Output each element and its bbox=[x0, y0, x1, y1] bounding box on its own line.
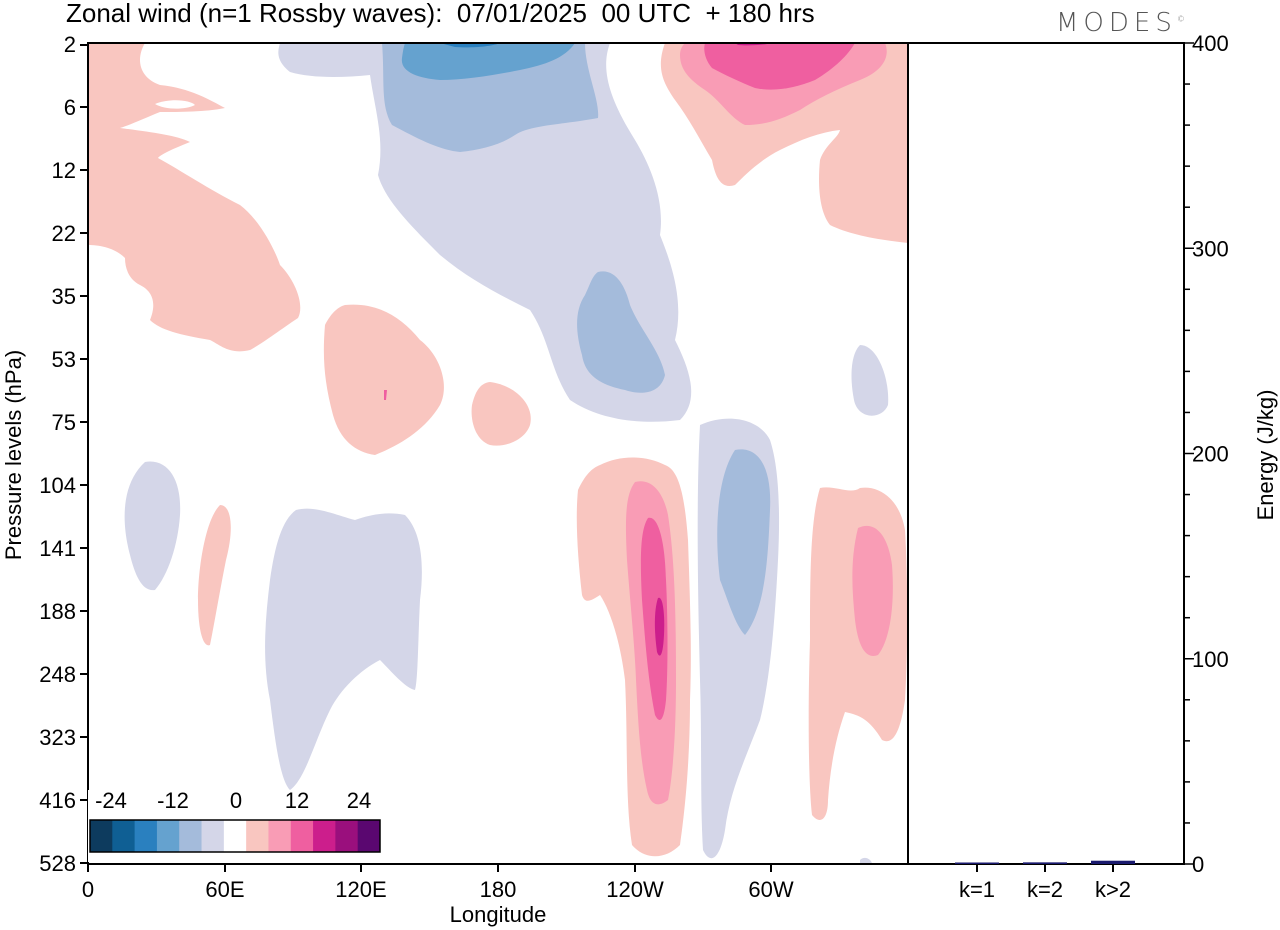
y-tick-label: 188 bbox=[39, 599, 76, 624]
colorbar-cell bbox=[90, 820, 113, 852]
energy-frame bbox=[907, 42, 1185, 865]
y-tick-label: 248 bbox=[39, 662, 76, 687]
colorbar-cell bbox=[313, 820, 336, 852]
contour-neg8-mid bbox=[577, 271, 665, 393]
energy-category-label: k=2 bbox=[1027, 877, 1063, 902]
y-tick-label: 22 bbox=[52, 221, 76, 246]
colorbar-label: 24 bbox=[347, 788, 371, 813]
energy-tick-label: 100 bbox=[1192, 647, 1229, 672]
contour-pos12-bottom-mid bbox=[640, 517, 668, 720]
colorbar-cell bbox=[134, 820, 158, 852]
colorbar-cell bbox=[223, 820, 247, 852]
x-tick-label: 120E bbox=[335, 877, 386, 902]
contour-pos4-topleft-hole bbox=[155, 100, 195, 109]
energy-tick-label: 200 bbox=[1192, 442, 1229, 467]
contour-pos8-bottom-right bbox=[852, 525, 893, 656]
contour-neg12-core bbox=[401, 43, 575, 80]
colorbar-cell bbox=[179, 820, 203, 852]
y-tick-label: 6 bbox=[64, 95, 76, 120]
colorbar-cells bbox=[90, 820, 381, 852]
colorbar-label: 0 bbox=[230, 788, 242, 813]
contour-pos4-topleft bbox=[88, 43, 301, 352]
x-tick-label: 0 bbox=[82, 877, 94, 902]
contour-neg4-big-left bbox=[265, 508, 422, 790]
contour-pos4-center-blob bbox=[471, 382, 531, 446]
y-tick-label: 12 bbox=[52, 158, 76, 183]
logo-text: MODES bbox=[1056, 8, 1177, 38]
colorbar-label: -12 bbox=[157, 788, 189, 813]
y-tick-label: 53 bbox=[52, 347, 76, 372]
energy-bar bbox=[1091, 860, 1135, 864]
contour-pos16-core bbox=[654, 597, 665, 656]
logo-mark: © bbox=[1176, 14, 1185, 24]
colorbar-cell bbox=[201, 820, 225, 852]
colorbar-cell bbox=[246, 820, 269, 852]
energy-tick-label: 300 bbox=[1192, 236, 1229, 261]
y-tick-label: 323 bbox=[39, 725, 76, 750]
y-tick-label: 35 bbox=[52, 284, 76, 309]
colorbar-cell bbox=[156, 820, 180, 852]
x-tick-label: 60E bbox=[205, 877, 244, 902]
energy-axis: Energy (J/kg) 0 100 200 300 400 bbox=[1184, 31, 1278, 877]
y-tick-label: 141 bbox=[39, 536, 76, 561]
y-tick-label: 528 bbox=[39, 851, 76, 876]
energy-bar bbox=[955, 862, 999, 864]
energy-bar bbox=[1023, 862, 1067, 864]
colorbar-label: -24 bbox=[95, 788, 127, 813]
chart-title: Zonal wind (n=1 Rossby waves): 07/01/202… bbox=[66, 0, 815, 28]
x-tick-label: 120W bbox=[606, 877, 664, 902]
contour-pos4-left-stripe bbox=[198, 505, 231, 646]
energy-tick-label: 0 bbox=[1192, 852, 1204, 877]
x-tick-label: 180 bbox=[480, 877, 517, 902]
y-axis-label: Pressure levels (hPa) bbox=[1, 350, 26, 560]
contour-pos12-top-right bbox=[704, 43, 855, 90]
y-tick-label: 104 bbox=[39, 473, 76, 498]
x-axis: 0 60E 120E 180 120W 60W Longitude bbox=[82, 864, 794, 927]
colorbar-frame bbox=[89, 819, 381, 853]
y-tick-label: 2 bbox=[64, 32, 76, 57]
y-tick-label: 416 bbox=[39, 788, 76, 813]
contour-neg4-left-blob bbox=[124, 461, 181, 591]
y-tick-label: 75 bbox=[52, 410, 76, 435]
energy-tick-label: 400 bbox=[1192, 31, 1229, 56]
colorbar-label: 12 bbox=[285, 788, 309, 813]
energy-category-label: k=1 bbox=[959, 877, 995, 902]
colorbar-cell bbox=[335, 820, 359, 852]
y-axis: 2 6 12 22 35 53 75 104 141 188 248 323 4… bbox=[1, 32, 88, 876]
x-axis-label: Longitude bbox=[450, 902, 547, 927]
colorbar-cell bbox=[290, 820, 314, 852]
colorbar-cell bbox=[268, 820, 292, 852]
contour-neg8-col-right bbox=[717, 449, 771, 635]
contour-neg4-edge bbox=[860, 857, 872, 864]
contour-neg16-core bbox=[440, 43, 500, 48]
colorbar: -24 -12 0 12 24 bbox=[88, 788, 384, 862]
energy-category-label: k>2 bbox=[1095, 877, 1131, 902]
contour-neg4-small-right bbox=[851, 345, 889, 416]
energy-axis-label: Energy (J/kg) bbox=[1253, 390, 1278, 521]
contour-pos4-mid-left bbox=[323, 304, 444, 455]
colorbar-cell bbox=[357, 820, 381, 852]
x-tick-label: 60W bbox=[748, 877, 793, 902]
energy-bars: k=1 k=2 k>2 bbox=[955, 860, 1135, 902]
colorbar-cell bbox=[112, 820, 136, 852]
contour-layers bbox=[88, 43, 908, 864]
modes-logo: MODES© bbox=[1056, 8, 1185, 38]
contour-pos12-dot bbox=[384, 390, 387, 400]
